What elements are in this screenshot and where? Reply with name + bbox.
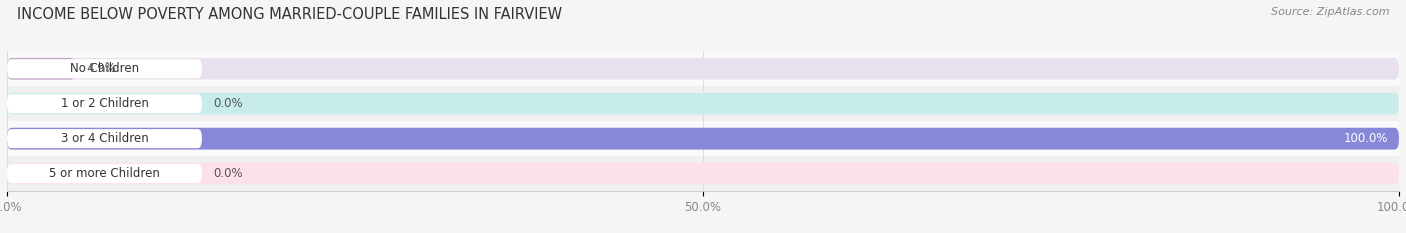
FancyBboxPatch shape bbox=[7, 128, 1399, 150]
FancyBboxPatch shape bbox=[7, 59, 202, 78]
Bar bbox=[7, 156, 1399, 191]
FancyBboxPatch shape bbox=[7, 163, 1399, 185]
Text: 100.0%: 100.0% bbox=[1343, 132, 1388, 145]
Bar bbox=[7, 121, 1399, 156]
FancyBboxPatch shape bbox=[7, 58, 1399, 80]
FancyBboxPatch shape bbox=[7, 58, 76, 80]
Text: 0.0%: 0.0% bbox=[214, 167, 243, 180]
FancyBboxPatch shape bbox=[7, 94, 202, 113]
Text: 1 or 2 Children: 1 or 2 Children bbox=[60, 97, 149, 110]
Text: 3 or 4 Children: 3 or 4 Children bbox=[60, 132, 149, 145]
FancyBboxPatch shape bbox=[7, 164, 202, 183]
Bar bbox=[7, 51, 1399, 86]
FancyBboxPatch shape bbox=[7, 128, 1399, 150]
Text: 4.9%: 4.9% bbox=[86, 62, 117, 75]
Bar bbox=[7, 86, 1399, 121]
FancyBboxPatch shape bbox=[7, 93, 1399, 115]
Text: No Children: No Children bbox=[70, 62, 139, 75]
FancyBboxPatch shape bbox=[7, 129, 202, 148]
Text: 5 or more Children: 5 or more Children bbox=[49, 167, 160, 180]
Text: INCOME BELOW POVERTY AMONG MARRIED-COUPLE FAMILIES IN FAIRVIEW: INCOME BELOW POVERTY AMONG MARRIED-COUPL… bbox=[17, 7, 562, 22]
Text: Source: ZipAtlas.com: Source: ZipAtlas.com bbox=[1271, 7, 1389, 17]
Text: 0.0%: 0.0% bbox=[214, 97, 243, 110]
